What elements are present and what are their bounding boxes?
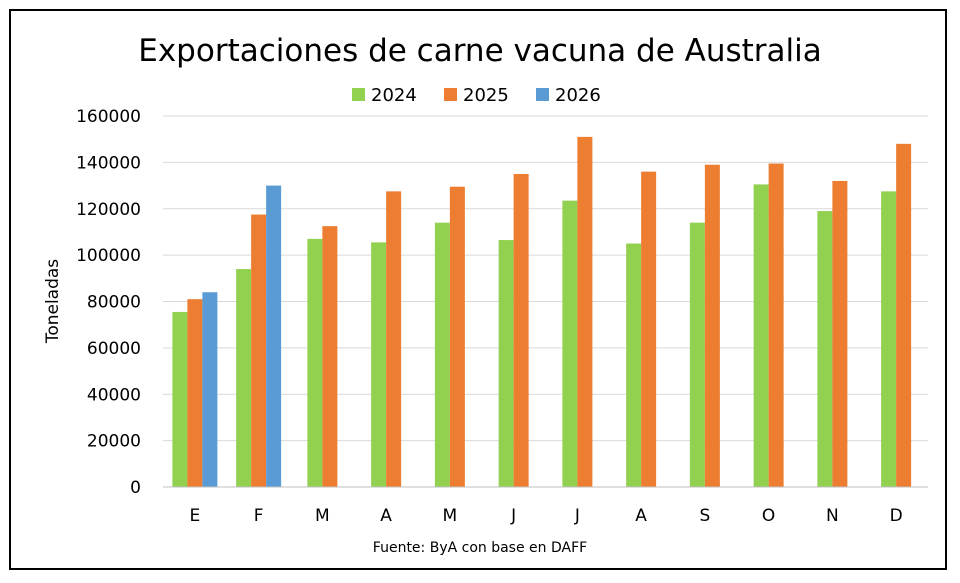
bar-2025-10 [832,180,848,488]
legend-label-2025: 2025 [463,85,509,106]
y-axis-label: Toneladas [43,259,63,344]
bar-2025-7 [641,171,657,487]
legend-label-2024: 2024 [371,85,417,106]
legend: 2024 2025 2026 [352,85,601,106]
x-tick-label: F [254,506,264,526]
x-tick-label: S [699,506,710,526]
bar-2024-11 [881,191,897,487]
bars [172,136,912,488]
legend-swatch-2024 [352,88,365,101]
chart-frame [9,9,947,570]
bar-2024-4 [434,222,450,487]
bar-2026-1 [266,185,282,487]
y-tick-label: 80000 [87,293,141,313]
y-axis-ticks: 0 20000 40000 60000 80000 100000 120000 140000 1… [76,107,141,498]
legend-label-2026: 2026 [555,85,601,106]
x-tick-label: N [826,506,839,526]
chart-title: Exportaciones de carne vacuna de Austral… [138,33,822,69]
x-tick-label: J [510,506,516,526]
y-tick-label: 20000 [87,432,141,452]
x-tick-label: J [574,506,580,526]
source-note: Fuente: ByA con base en DAFF [373,540,587,556]
bar-2025-11 [896,143,912,487]
bar-2026-0 [202,292,218,487]
x-tick-label: D [890,506,903,526]
bar-2024-2 [307,238,323,487]
x-tick-label: M [443,506,458,526]
bar-2025-1 [251,214,267,487]
bar-2024-8 [689,222,705,487]
bar-2024-7 [626,243,642,487]
legend-swatch-2025 [444,88,457,101]
bar-2024-10 [817,211,833,487]
y-tick-label: 60000 [87,339,141,359]
bar-2025-2 [322,226,338,487]
y-tick-label: 0 [130,478,141,498]
y-tick-label: 140000 [76,153,141,173]
bar-2024-0 [172,311,188,487]
bar-2024-1 [236,269,252,487]
x-tick-label: O [762,506,775,526]
y-tick-label: 40000 [87,385,141,405]
bar-2024-5 [498,240,514,487]
bar-2025-6 [577,136,593,487]
legend-swatch-2026 [536,88,549,101]
y-tick-label: 120000 [76,200,141,220]
y-tick-label: 160000 [76,107,141,127]
bar-2025-0 [187,299,203,487]
bar-2025-5 [513,173,529,487]
x-tick-label: E [190,506,201,526]
bar-2024-6 [562,200,578,487]
bar-2025-3 [386,191,402,487]
bar-2024-3 [371,242,387,487]
x-tick-label: A [380,506,392,526]
x-tick-label: M [315,506,330,526]
gridlines [163,115,928,442]
bar-2025-8 [704,164,720,487]
bar-2024-9 [753,184,769,487]
y-tick-label: 100000 [76,246,141,266]
bar-2025-9 [768,163,784,488]
x-tick-label: A [635,506,647,526]
bar-2025-4 [449,186,465,488]
